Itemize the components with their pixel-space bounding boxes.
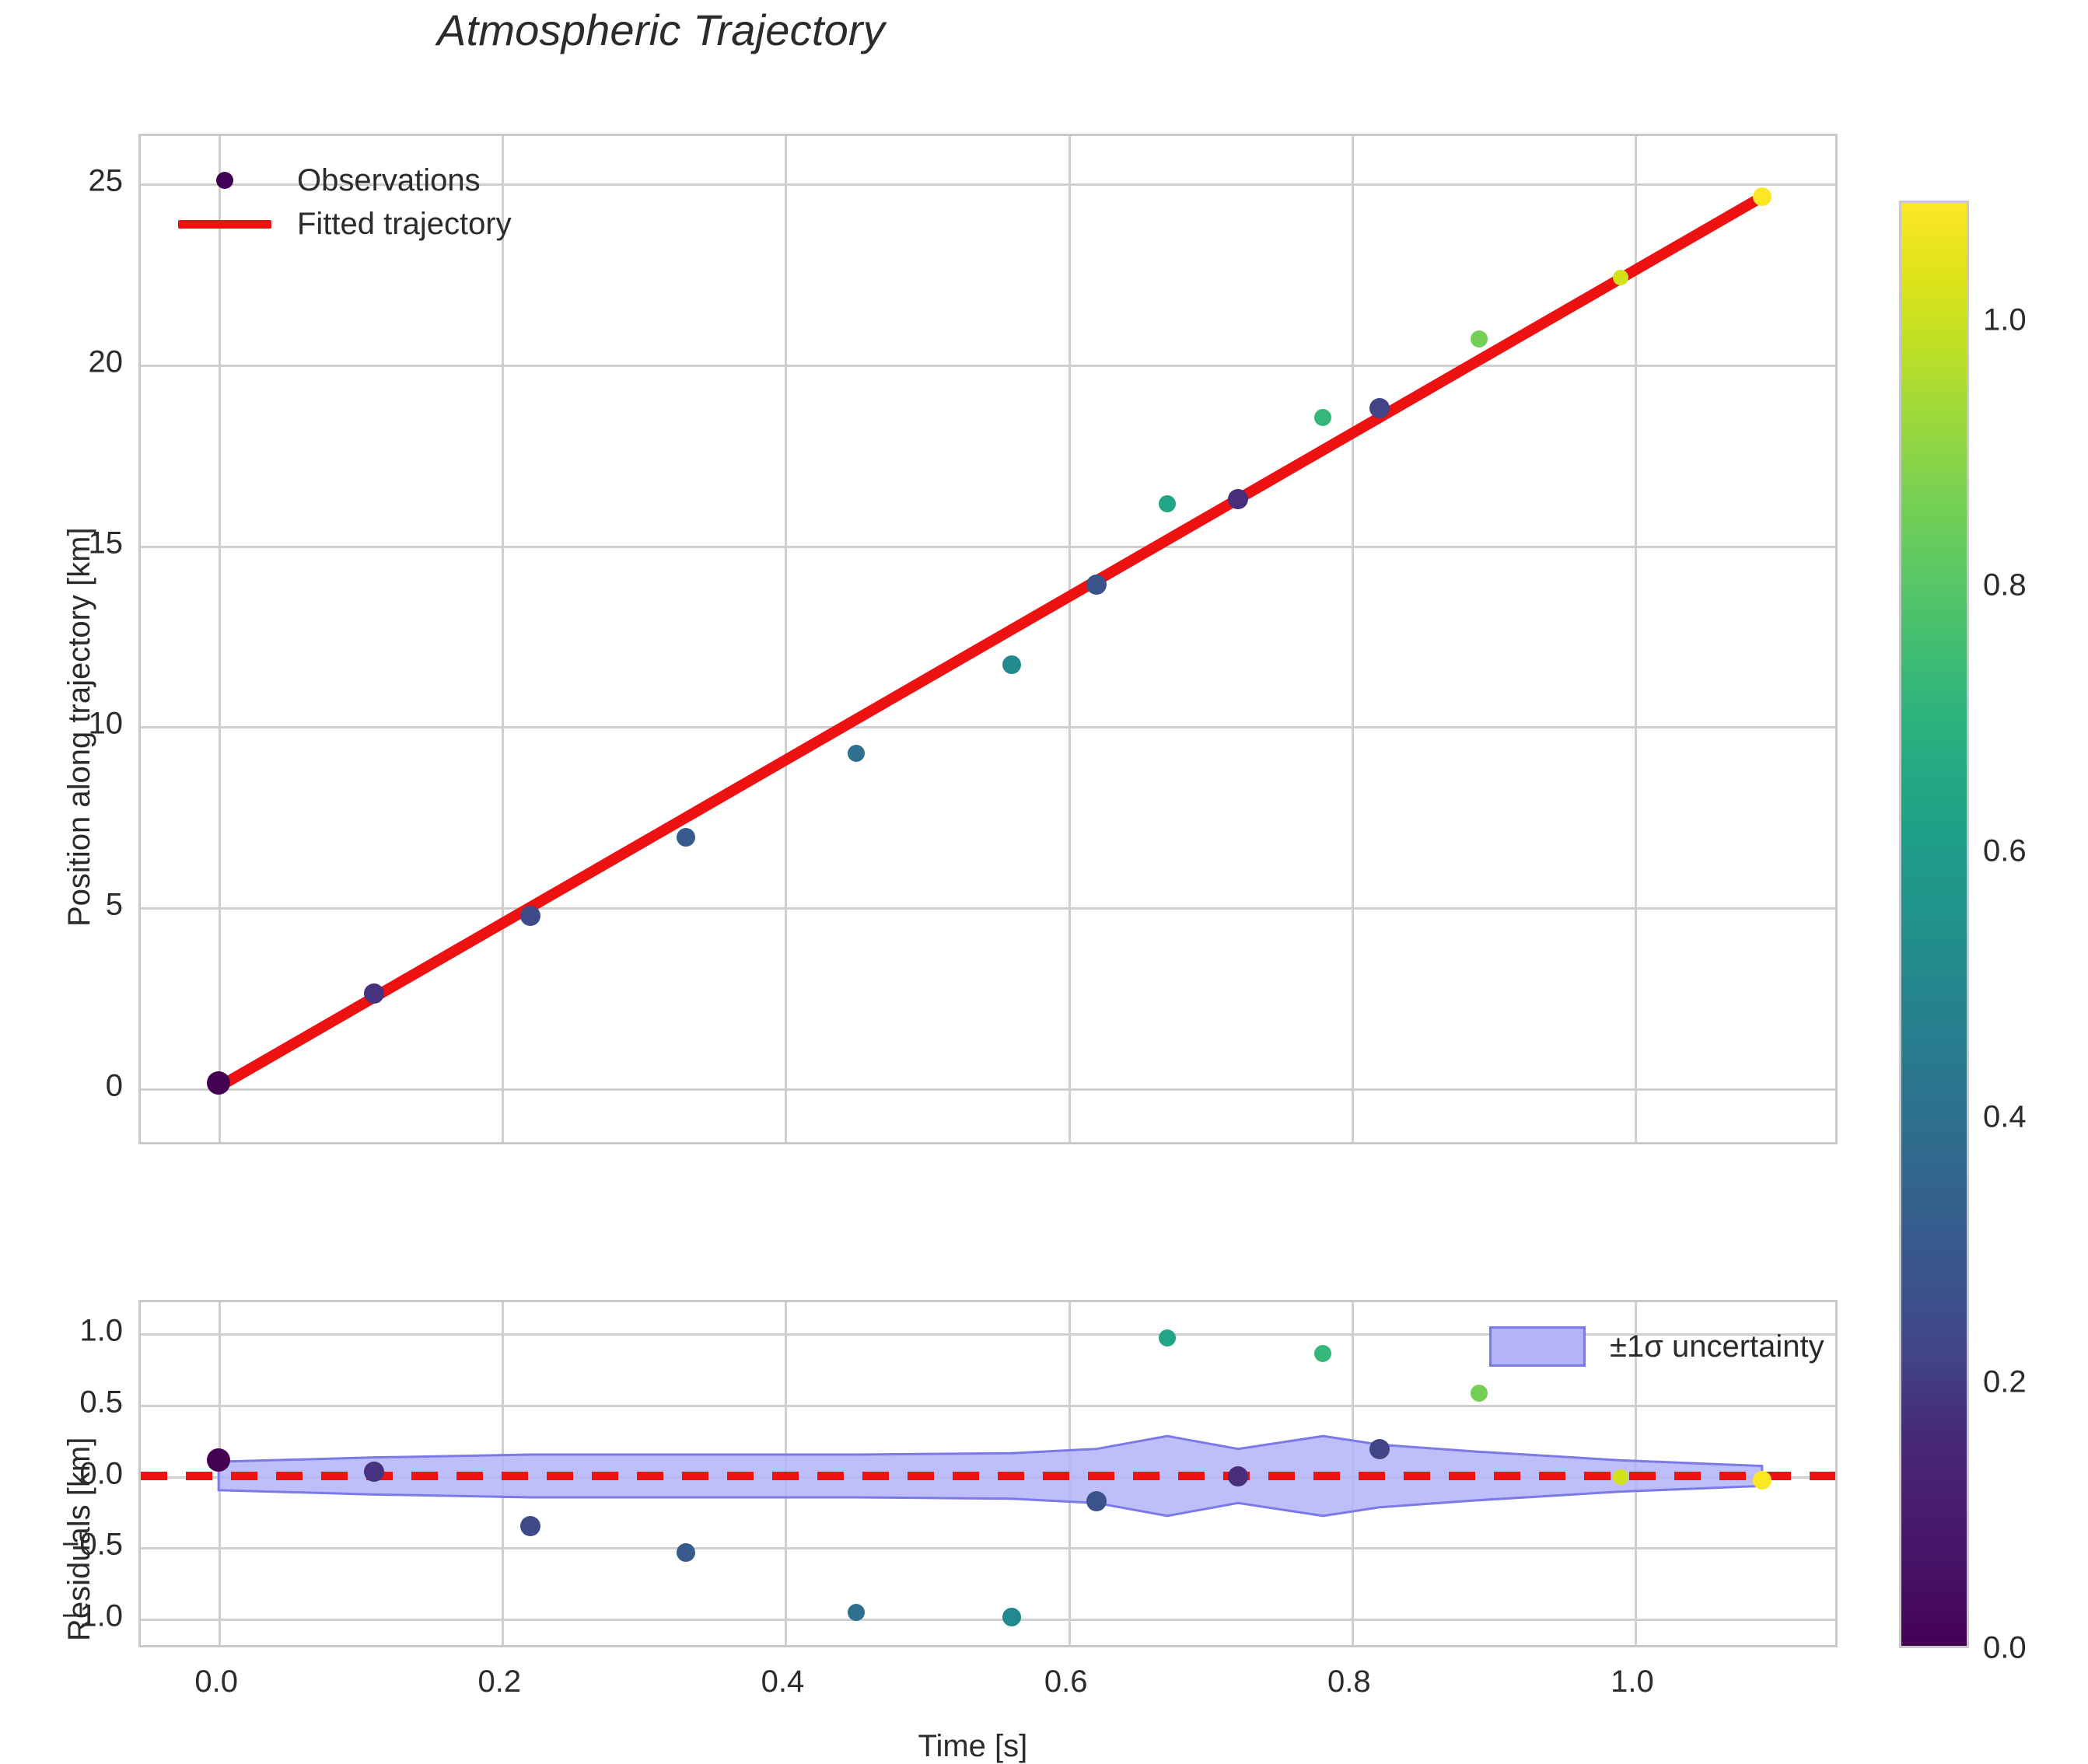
legend-label: Observations bbox=[297, 162, 481, 197]
residual-point bbox=[1228, 1465, 1249, 1486]
residual-point bbox=[1369, 1438, 1390, 1459]
page-title: Atmospheric Trajectory bbox=[437, 5, 885, 54]
y-tick-label: 1.0 bbox=[79, 1313, 123, 1348]
y-tick-label: 10 bbox=[88, 706, 124, 741]
gridline-vertical bbox=[1068, 136, 1071, 1142]
y-tick-label: 15 bbox=[88, 526, 124, 561]
y-tick-label: −0.5 bbox=[61, 1527, 123, 1562]
observation-point bbox=[519, 905, 540, 926]
observations-marker-icon bbox=[216, 172, 233, 189]
gridline-horizontal bbox=[141, 1618, 1835, 1621]
residual-point bbox=[364, 1462, 385, 1482]
residual-point bbox=[1086, 1491, 1107, 1512]
gridline-horizontal bbox=[141, 907, 1835, 910]
colorbar-tick-label: 0.2 bbox=[1983, 1364, 2027, 1399]
colorbar-tick-label: 0.8 bbox=[1983, 568, 2027, 603]
residual-point bbox=[1612, 1469, 1628, 1486]
gridline-horizontal bbox=[141, 545, 1835, 548]
main-plot-axes bbox=[138, 134, 1838, 1144]
x-tick-label: 0.0 bbox=[194, 1664, 238, 1699]
gridline-horizontal bbox=[141, 1088, 1835, 1092]
colorbar-tick-label: 1.0 bbox=[1983, 302, 2027, 337]
fitted-trajectory-line bbox=[213, 191, 1768, 1093]
observation-point bbox=[1470, 330, 1488, 348]
y-tick-label: 0.5 bbox=[79, 1385, 123, 1420]
x-tick-label: 0.2 bbox=[477, 1664, 522, 1699]
zero-reference-line bbox=[141, 1472, 1835, 1480]
gridline-vertical bbox=[1634, 136, 1637, 1142]
legend-label: Fitted trajectory bbox=[297, 206, 512, 241]
colorbar-gradient bbox=[1899, 201, 1969, 1648]
residual-point bbox=[1314, 1344, 1332, 1362]
observation-point bbox=[1002, 655, 1021, 675]
residual-point bbox=[1159, 1329, 1177, 1347]
observation-point bbox=[1086, 574, 1107, 595]
residual-point bbox=[677, 1543, 696, 1563]
legend-key bbox=[1479, 1326, 1596, 1367]
gridline-horizontal bbox=[141, 1333, 1835, 1336]
fit-line-path bbox=[213, 191, 1768, 1093]
colorbar-tick-label: 0.6 bbox=[1983, 833, 2027, 868]
y-tick-label: 0.0 bbox=[79, 1456, 123, 1490]
residuals-x-axis-title: Time [s] bbox=[918, 1729, 1028, 1763]
legend-label: ±1σ uncertainty bbox=[1610, 1329, 1824, 1364]
residuals-legend: ±1σ uncertainty bbox=[1468, 1317, 1838, 1376]
legend-key bbox=[166, 172, 283, 189]
gridline-horizontal bbox=[141, 726, 1835, 729]
observation-point bbox=[1752, 187, 1771, 207]
residuals-plot-area bbox=[141, 1302, 1835, 1645]
uncertainty-patch-icon bbox=[1489, 1326, 1586, 1367]
x-tick-label: 0.4 bbox=[761, 1664, 805, 1699]
observation-point bbox=[847, 744, 865, 762]
gridline-vertical bbox=[785, 136, 788, 1142]
residual-point bbox=[1002, 1607, 1021, 1626]
residual-point bbox=[847, 1604, 865, 1622]
main-y-axis-title: Position along trajectory [km] bbox=[62, 527, 96, 927]
colorbar-tick-label: 0.4 bbox=[1983, 1099, 2027, 1134]
observation-point bbox=[1314, 409, 1332, 427]
x-tick-label: 0.8 bbox=[1327, 1664, 1371, 1699]
observation-point bbox=[207, 1071, 231, 1095]
observation-point bbox=[1228, 488, 1249, 509]
fit-line-marker-icon bbox=[178, 219, 271, 229]
observation-point bbox=[364, 983, 385, 1004]
legend-entry: ±1σ uncertainty bbox=[1479, 1325, 1824, 1368]
main-legend: Observations Fitted trajectory bbox=[156, 151, 526, 253]
y-tick-label: −1.0 bbox=[61, 1598, 123, 1633]
residuals-y-axis-title: Residuals [km] bbox=[62, 1437, 96, 1641]
y-tick-label: 25 bbox=[88, 163, 124, 198]
legend-key bbox=[166, 219, 283, 229]
observation-point bbox=[1159, 495, 1177, 513]
observation-point bbox=[1612, 269, 1628, 285]
colorbar-group: 0.00.20.40.60.81.0 Time [s] bbox=[1899, 201, 2027, 1665]
gridline-horizontal bbox=[141, 1404, 1835, 1407]
gridline-vertical bbox=[1351, 136, 1354, 1142]
colorbar-tick-label: 0.0 bbox=[1983, 1630, 2027, 1665]
observation-point bbox=[677, 827, 696, 847]
gridline-horizontal bbox=[141, 1547, 1835, 1550]
x-tick-label: 1.0 bbox=[1611, 1664, 1654, 1699]
gridline-vertical bbox=[219, 136, 222, 1142]
residual-point bbox=[1470, 1385, 1488, 1402]
y-tick-label: 0 bbox=[105, 1068, 123, 1103]
y-tick-label: 5 bbox=[105, 887, 123, 922]
observation-point bbox=[1369, 398, 1390, 419]
residual-point bbox=[207, 1448, 231, 1472]
main-plot-area bbox=[141, 136, 1835, 1142]
gridline-vertical bbox=[502, 136, 505, 1142]
gridline-horizontal bbox=[141, 183, 1835, 186]
gridline-horizontal bbox=[141, 364, 1835, 367]
residual-point bbox=[519, 1515, 540, 1536]
residual-point bbox=[1752, 1470, 1771, 1490]
x-tick-label: 0.6 bbox=[1044, 1664, 1088, 1699]
y-tick-label: 20 bbox=[88, 344, 124, 379]
legend-entry: Observations bbox=[166, 159, 512, 202]
legend-entry: Fitted trajectory bbox=[166, 202, 512, 246]
